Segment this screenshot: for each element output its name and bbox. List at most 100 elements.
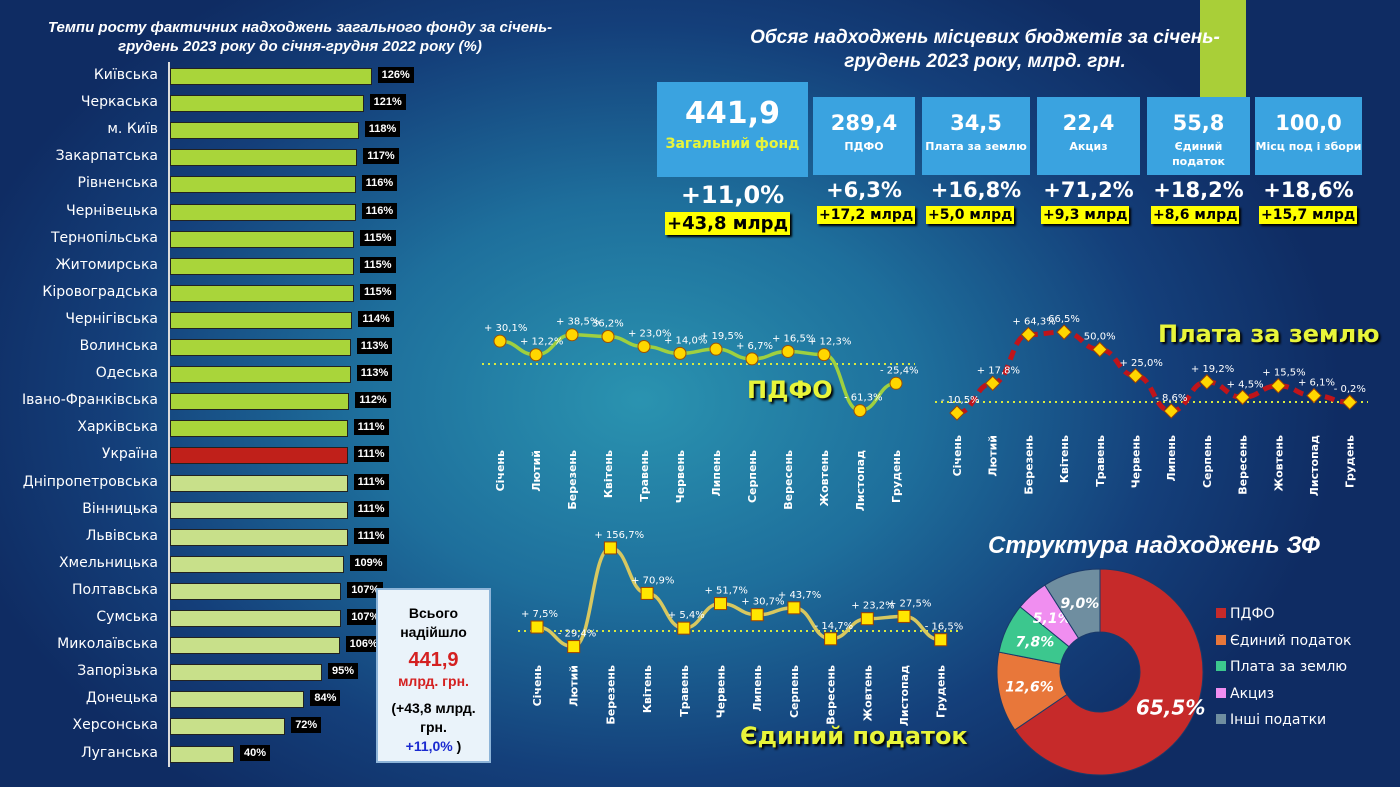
data-point: [1234, 389, 1251, 406]
pie-label: 5,1%: [1033, 611, 1072, 627]
month-label: Вересень: [1237, 435, 1250, 495]
region-label: Харківська: [77, 419, 158, 436]
data-point: [781, 344, 795, 358]
data-label: + 27,5%: [888, 598, 931, 609]
region-label: м. Київ: [107, 121, 158, 138]
data-label: + 19,5%: [700, 331, 743, 342]
data-label: + 5,4%: [668, 610, 705, 621]
card-delta: +8,6 млрд: [1151, 206, 1240, 224]
data-label: + 25,0%: [1120, 358, 1163, 369]
month-label: Травень: [1094, 435, 1107, 487]
month-label: Грудень: [1344, 435, 1357, 488]
legend-item: ПДФО: [1216, 606, 1275, 622]
region-value: 107%: [347, 581, 384, 598]
data-label: + 30,1%: [484, 323, 527, 334]
region-value: 117%: [363, 148, 399, 165]
card-pct: +18,6%: [1263, 178, 1354, 202]
region-value: 111%: [353, 500, 389, 517]
total-label-2: надійшло: [400, 624, 467, 640]
region-value: 84%: [310, 690, 341, 707]
region-value: 72%: [291, 717, 322, 734]
month-label: Грудень: [890, 450, 903, 503]
region-value: 115%: [360, 256, 396, 273]
legend-item: Інші податки: [1216, 712, 1326, 728]
data-point: [817, 348, 831, 362]
region-bar: [170, 366, 351, 384]
month-label: Червень: [674, 450, 687, 503]
region-label: Запорізька: [77, 663, 158, 680]
data-point: [897, 609, 911, 623]
card-pct: +6,3%: [826, 178, 902, 202]
data-point: [853, 404, 867, 418]
region-value: 40%: [240, 744, 271, 761]
total-label: Всього: [408, 605, 459, 621]
data-point: [1270, 377, 1287, 394]
card-name: Акциз: [1069, 140, 1108, 153]
card-value: 22,4: [1062, 111, 1115, 135]
region-value: 111%: [353, 446, 389, 463]
region-value: 111%: [353, 473, 389, 490]
region-value: 112%: [355, 392, 391, 409]
region-value: 106%: [345, 636, 382, 653]
legend-label: Єдиний податок: [1230, 632, 1352, 649]
region-value: 111%: [353, 527, 389, 544]
data-point: [677, 621, 691, 635]
region-bar: [170, 528, 348, 546]
pdfo-chart-title: ПДФО: [747, 376, 833, 404]
data-label: + 7,5%: [521, 609, 558, 620]
region-bar: [170, 95, 364, 113]
data-label: + 19,2%: [1191, 364, 1234, 375]
total-delta: (+43,8 млрд.: [391, 700, 476, 716]
data-label: + 43,7%: [778, 590, 821, 601]
data-label: + 17,8%: [977, 365, 1020, 376]
data-label: + 70,9%: [631, 575, 674, 586]
total-delta-unit: грн.: [420, 719, 447, 735]
month-label: Лютий: [987, 435, 1000, 477]
card-5: 100,0 Місц под і збори: [1255, 97, 1362, 175]
data-point: [824, 632, 838, 646]
month-label: Квітень: [602, 450, 615, 498]
month-label: Вересень: [825, 665, 838, 725]
region-label: Житомирська: [55, 256, 158, 273]
region-label: Україна: [101, 446, 158, 463]
data-point: [984, 375, 1001, 392]
card-0: 441,9 Загальний фонд: [657, 82, 808, 177]
region-bar: [170, 474, 348, 492]
legend-swatch: [1216, 714, 1226, 724]
card-value: 100,0: [1275, 111, 1342, 135]
bar-axis: [168, 62, 170, 767]
region-value: 121%: [369, 94, 406, 111]
data-label: - 14,7%: [815, 621, 854, 632]
pie-slice: [1014, 568, 1204, 776]
region-bar: [170, 501, 348, 519]
card-name: Загальний фонд: [665, 136, 800, 152]
data-label: + 156,7%: [594, 530, 644, 541]
region-bar: [170, 230, 354, 248]
region-value: 118%: [364, 121, 401, 138]
data-point: [603, 541, 617, 555]
region-label: Київська: [93, 67, 158, 83]
pie-label: 65,5%: [1136, 695, 1205, 719]
card-value: 289,4: [830, 111, 898, 135]
card-1: 289,4 ПДФО: [813, 97, 915, 175]
region-label: Івано-Франківська: [22, 392, 158, 409]
data-point: [530, 620, 544, 634]
data-label: + 23,2%: [851, 601, 894, 612]
card-4: 55,8 Єдиний податок: [1147, 97, 1250, 175]
month-label: Листопад: [898, 665, 911, 726]
data-label: + 38,5%: [556, 317, 599, 328]
legend-swatch: [1216, 634, 1226, 645]
total-close: ): [452, 738, 462, 754]
data-label: + 6,7%: [736, 341, 773, 352]
region-label: Черкаська: [80, 94, 158, 111]
data-point: [565, 328, 579, 342]
month-label: Листопад: [1308, 435, 1321, 496]
legend-item: Акциз: [1216, 686, 1274, 702]
card-name: Єдиний податок: [1172, 140, 1225, 168]
card-2: 34,5 Плата за землю: [922, 97, 1030, 175]
region-bar: [170, 664, 322, 682]
region-value: 115%: [360, 283, 396, 300]
region-label: Рівненська: [77, 175, 159, 192]
card-delta: +15,7 млрд: [1259, 206, 1358, 224]
